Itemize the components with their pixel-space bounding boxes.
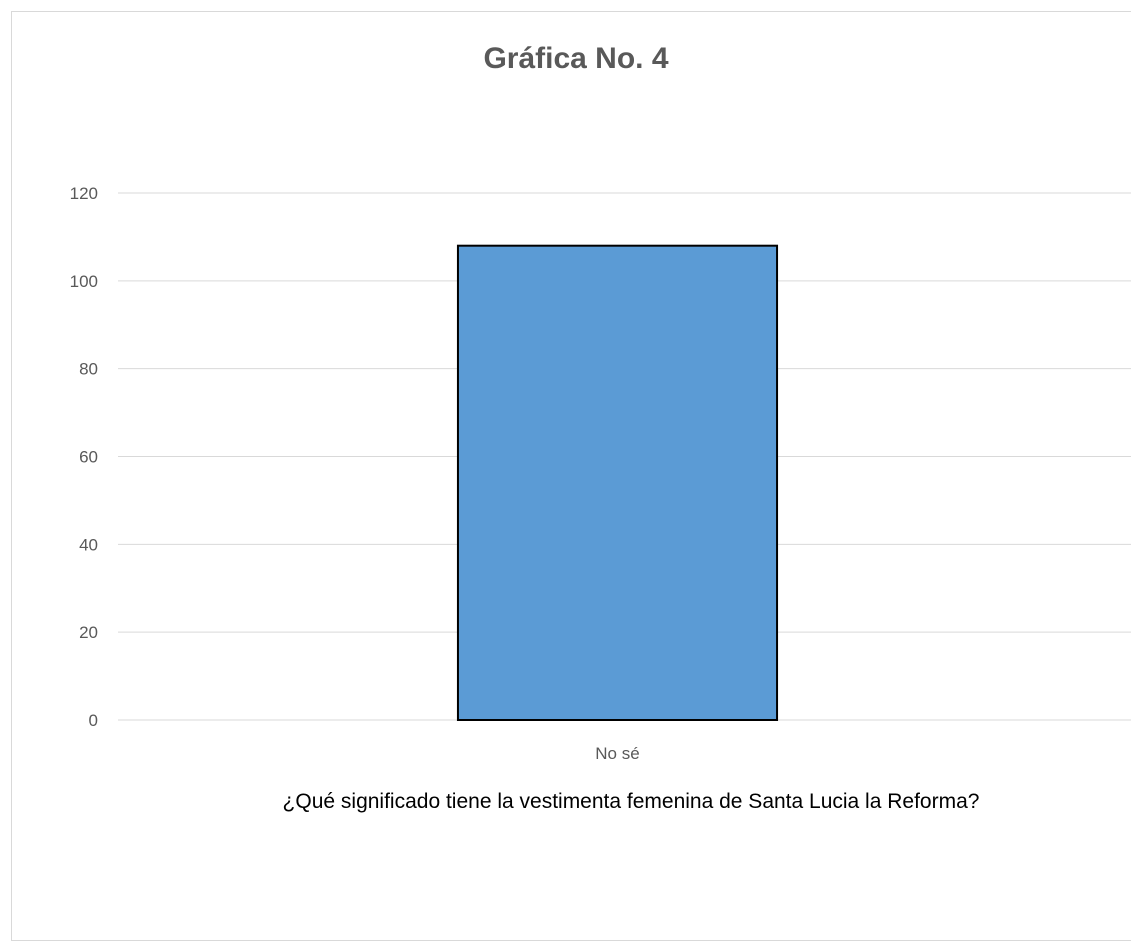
y-tick-label: 100 — [70, 272, 98, 291]
y-axis-ticks: 0 20 40 60 80 100 120 — [70, 184, 98, 730]
bar-0 — [456, 244, 779, 721]
bars — [456, 244, 779, 721]
x-axis-label: ¿Qué significado tiene la vestimenta fem… — [283, 790, 980, 813]
y-tick-label: 0 — [89, 711, 98, 730]
x-axis-ticks: No sé — [595, 744, 639, 763]
x-tick-label: No sé — [595, 744, 639, 763]
y-tick-label: 40 — [79, 535, 98, 554]
y-tick-label: 60 — [79, 448, 98, 467]
y-tick-label: 120 — [70, 184, 98, 203]
chart-title: Gráfica No. 4 — [483, 42, 668, 75]
y-tick-label: 20 — [79, 623, 98, 642]
y-tick-label: 80 — [79, 360, 98, 379]
